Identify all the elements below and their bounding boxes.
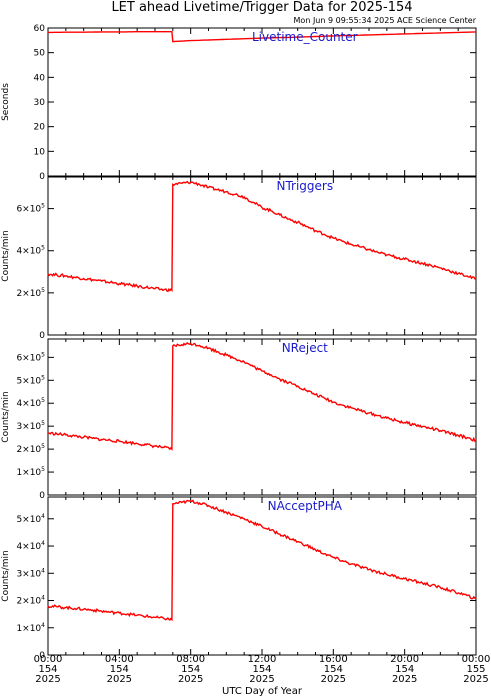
series-label: Livetime_Counter bbox=[252, 30, 358, 44]
y-tick-label: 2×105 bbox=[16, 287, 45, 299]
x-tick-time: 00:00 bbox=[34, 654, 63, 665]
y-axis-label: Seconds bbox=[1, 83, 11, 121]
x-tick-doy: 154 bbox=[395, 664, 414, 675]
x-tick-doy: 154 bbox=[110, 664, 129, 675]
y-tick-label: 4×104 bbox=[16, 540, 45, 552]
series-line bbox=[47, 499, 477, 622]
chart-panels: 0 10 20 30 40 50 60 Seconds Livetime_Counter 0 2×1… bbox=[1, 24, 477, 661]
y-tick-label: 5×105 bbox=[16, 374, 45, 386]
y-tick-label: 1×104 bbox=[16, 622, 45, 634]
y-axis-label: Counts/min bbox=[1, 230, 11, 281]
x-tick-year: 2025 bbox=[178, 674, 203, 685]
x-tick-year: 2025 bbox=[249, 674, 274, 685]
x-tick-time: 20:00 bbox=[390, 654, 419, 665]
panel-frame bbox=[47, 176, 477, 336]
panel-frame bbox=[47, 338, 477, 496]
y-tick-label: 2×104 bbox=[16, 595, 45, 607]
x-tick-time: 08:00 bbox=[176, 654, 205, 665]
y-tick-label: 30 bbox=[34, 98, 46, 108]
y-tick-label: 0 bbox=[39, 651, 45, 661]
x-tick-time: 12:00 bbox=[248, 654, 277, 665]
y-tick-label: 0 bbox=[39, 172, 45, 182]
y-tick-label: 50 bbox=[34, 49, 46, 59]
panel-livetime-counter: 0 10 20 30 40 50 60 Seconds Livetime_Counter bbox=[1, 24, 477, 182]
panel-frame bbox=[47, 496, 477, 656]
x-tick-time: 00:00 bbox=[462, 654, 491, 665]
y-axis-label: Counts/min bbox=[1, 391, 11, 442]
y-tick-label: 1×105 bbox=[16, 466, 45, 478]
y-tick-label: 3×105 bbox=[16, 420, 45, 432]
x-tick-doy: 154 bbox=[252, 664, 271, 675]
y-axis-label: Counts/min bbox=[1, 550, 11, 601]
y-tick-label: 2×105 bbox=[16, 443, 45, 455]
y-tick-label: 0 bbox=[39, 331, 45, 341]
y-tick-label: 10 bbox=[34, 147, 46, 157]
panel-nreject: 0 1×105 2×105 3×105 4×105 5×105 6×105 Counts/mi… bbox=[1, 338, 477, 501]
x-tick-time: 04:00 bbox=[105, 654, 134, 665]
x-tick-year: 2025 bbox=[392, 674, 417, 685]
x-tick-doy: 155 bbox=[466, 664, 485, 675]
x-tick-year: 2025 bbox=[35, 674, 60, 685]
y-tick-label: 40 bbox=[34, 73, 46, 83]
y-tick-label: 5×104 bbox=[16, 513, 45, 525]
series-line bbox=[48, 341, 477, 452]
y-tick-label: 4×105 bbox=[16, 397, 45, 409]
panel-nacceptpha: 0 1×104 2×104 3×104 4×104 5×104 Counts/min NAcc… bbox=[1, 496, 477, 661]
x-tick-doy: 154 bbox=[181, 664, 200, 675]
series-label: NAcceptPHA bbox=[268, 499, 343, 513]
y-tick-label: 4×105 bbox=[16, 245, 45, 257]
y-tick-label: 6×105 bbox=[16, 351, 45, 363]
x-tick-year: 2025 bbox=[463, 674, 488, 685]
panel-ntriggers: 0 2×105 4×105 6×105 Counts/min NTriggers bbox=[1, 176, 477, 341]
x-axis-ticks: 00:00154202504:00154202508:00154202512:0… bbox=[34, 654, 491, 685]
x-tick-doy: 154 bbox=[324, 664, 343, 675]
chart-title: LET ahead Livetime/Trigger Data for 2025… bbox=[111, 0, 412, 15]
panel-frame bbox=[47, 27, 477, 177]
y-tick-label: 20 bbox=[34, 123, 46, 133]
x-tick-doy: 154 bbox=[38, 664, 57, 675]
x-tick-year: 2025 bbox=[321, 674, 346, 685]
y-tick-label: 0 bbox=[39, 491, 45, 501]
x-tick-year: 2025 bbox=[107, 674, 132, 685]
series-label: NReject bbox=[282, 341, 328, 355]
series-label: NTriggers bbox=[276, 179, 333, 193]
series-line bbox=[47, 180, 477, 293]
y-tick-label: 6×105 bbox=[16, 203, 45, 215]
y-tick-label: 60 bbox=[34, 24, 46, 34]
timestamp: Mon Jun 9 09:55:34 2025 ACE Science Cent… bbox=[294, 16, 477, 25]
series-line bbox=[48, 31, 477, 43]
y-tick-label: 3×104 bbox=[16, 567, 45, 579]
x-axis-label: UTC Day of Year bbox=[222, 686, 303, 697]
x-tick-time: 16:00 bbox=[319, 654, 348, 665]
